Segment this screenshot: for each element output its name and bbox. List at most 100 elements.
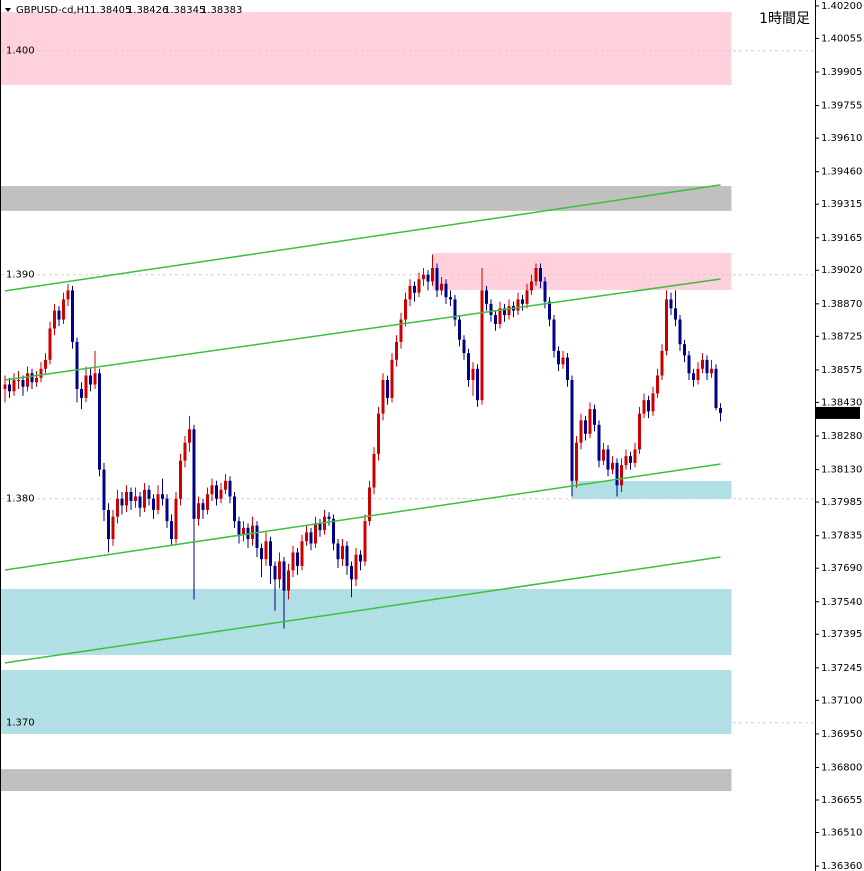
candle-body (579, 420, 583, 443)
candle-body (696, 368, 700, 381)
candle-body (525, 290, 529, 304)
candle-body (188, 429, 191, 443)
level-label: 1.370 (6, 718, 35, 729)
candle-body (192, 429, 196, 519)
candle-body (296, 552, 299, 566)
candle-body (516, 299, 520, 311)
candle-body (422, 274, 425, 280)
candle-body (75, 341, 79, 389)
trend-line (4, 278, 721, 381)
candle-body (588, 409, 592, 434)
candle-body (66, 290, 70, 300)
candle-body (98, 373, 101, 470)
y-tick-label: 1.40055 (821, 33, 862, 44)
y-tick-label: 1.39020 (821, 265, 862, 276)
candle-body (30, 373, 34, 383)
candle-body (327, 516, 331, 519)
candle-body (584, 420, 587, 434)
candle-body (692, 373, 695, 381)
candle-body (147, 489, 151, 499)
candle-body (417, 279, 421, 293)
candle-body (318, 523, 322, 531)
candle-body (638, 413, 641, 450)
candle-body (84, 375, 88, 398)
candle-body (282, 561, 286, 591)
y-tick-label: 1.39905 (821, 67, 862, 78)
y-tick-label: 1.38280 (821, 431, 862, 442)
candle-body (687, 355, 691, 374)
candle-body (489, 303, 493, 316)
candle-body (341, 545, 344, 560)
candle-body (678, 319, 682, 345)
candle-body (12, 380, 16, 392)
candle-body (26, 373, 29, 387)
y-tick-label: 1.39755 (821, 101, 862, 112)
y-tick-label: 1.39610 (821, 133, 862, 144)
trend-line (4, 556, 721, 664)
candle-body (408, 285, 412, 300)
candle-body (570, 380, 574, 481)
candle-body (633, 449, 637, 463)
candle-body (3, 384, 7, 389)
candle-body (543, 281, 547, 302)
y-tick-label: 1.37540 (821, 597, 862, 608)
candle-body (93, 373, 97, 385)
candle-body (381, 380, 385, 414)
candle-body (228, 480, 232, 497)
y-tick-label: 1.36360 (821, 861, 862, 871)
zone (572, 481, 732, 499)
candle-body (120, 498, 124, 506)
candle-body (57, 310, 61, 320)
candle-body (449, 297, 452, 300)
candle-body (8, 384, 11, 392)
candle-body (107, 509, 110, 540)
candle-body (215, 485, 218, 499)
symbol: GBPUSD-cd,H1 (16, 5, 91, 16)
candle-body (431, 268, 434, 282)
candle-body (413, 285, 416, 293)
candle-body (62, 299, 65, 320)
level-label: 1.390 (6, 270, 35, 281)
candle-body (485, 290, 488, 304)
candle-body (116, 498, 119, 517)
candle-body (476, 368, 479, 401)
candle-body (17, 380, 20, 382)
zone (1, 670, 732, 734)
candle-body (399, 319, 403, 342)
candle-body (471, 368, 475, 381)
candle-body (237, 521, 241, 535)
candle-body (309, 532, 313, 544)
candle-body (287, 570, 290, 591)
candle-body (242, 527, 245, 535)
candle-body (606, 449, 610, 470)
close: 1.38383 (201, 5, 242, 16)
candle-body (701, 359, 704, 369)
high: 1.38426 (127, 5, 168, 16)
candle-body (377, 413, 380, 454)
candle-body (336, 543, 340, 560)
y-tick-label: 1.36950 (821, 729, 862, 740)
y-tick-label: 1.36655 (821, 795, 862, 806)
candle-body (593, 409, 596, 425)
candle-body (714, 368, 718, 409)
candle-body (197, 503, 200, 519)
candle-body (156, 494, 160, 510)
candle-body (539, 268, 542, 282)
candle-body (210, 485, 214, 495)
menu-triangle[interactable] (5, 8, 11, 12)
candle-body (615, 462, 619, 486)
candle-body (39, 368, 43, 378)
candle-body (656, 375, 659, 394)
candle-body (620, 465, 623, 486)
candle-body (269, 541, 272, 566)
candle-body (624, 456, 628, 466)
candle-body (332, 518, 335, 544)
candle-body (674, 308, 677, 320)
candle-body (125, 492, 128, 506)
y-tick-label: 1.40200 (821, 1, 862, 12)
candle-body (179, 460, 182, 499)
y-tick-label: 1.39460 (821, 167, 862, 178)
y-tick-label: 1.37245 (821, 663, 862, 674)
candle-body (386, 380, 389, 398)
